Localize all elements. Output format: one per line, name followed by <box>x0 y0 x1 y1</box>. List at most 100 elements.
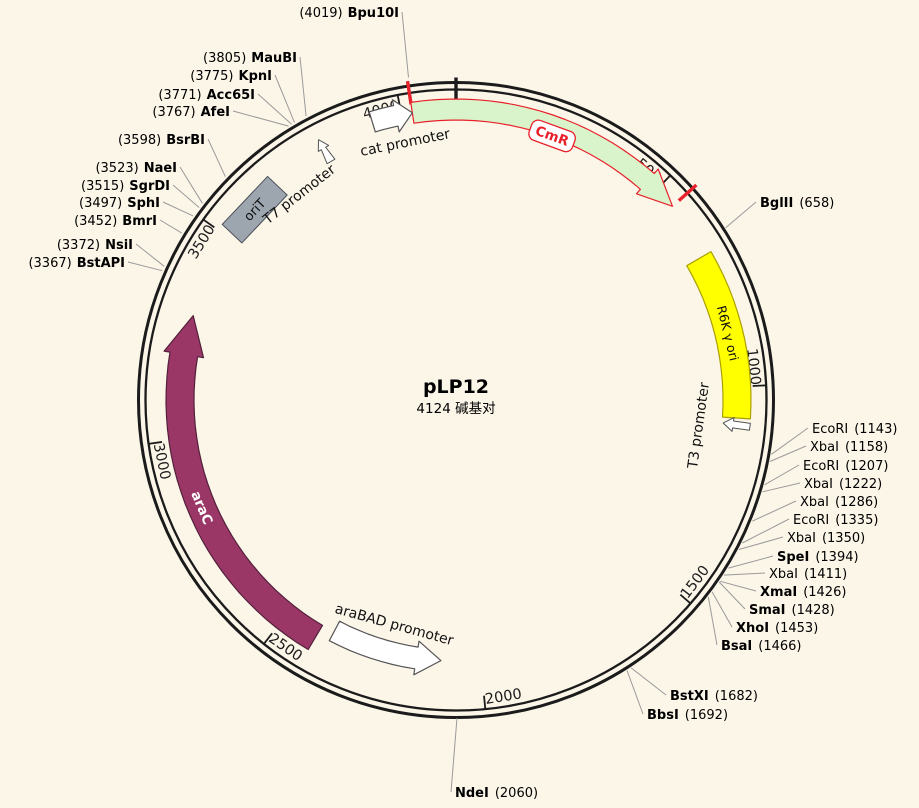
enzyme-label-part: XhoI <box>736 621 769 636</box>
scale-tick-label: 3000 <box>150 442 173 481</box>
enzyme-label-part: XbaI <box>769 567 798 582</box>
enzyme-label-part: (1286) <box>835 495 878 510</box>
enzyme-label-XbaI-1158: XbaI (1158) <box>810 440 888 455</box>
enzyme-label-part: NsiI <box>105 238 133 253</box>
plasmid-title: pLP12 <box>423 376 489 398</box>
enzyme-label-part: EcoRI <box>812 422 848 437</box>
leader-line-SphI-3497 <box>162 201 194 217</box>
enzyme-label-part: (1453) <box>775 621 818 636</box>
enzyme-label-XmaI-1426: XmaI (1426) <box>760 585 846 600</box>
feature-rect-oriT <box>221 175 288 244</box>
enzyme-label-part: EcoRI <box>803 459 839 474</box>
enzyme-label-part: (1466) <box>758 639 801 654</box>
enzyme-label-SphI-3497: (3497) SphI <box>79 196 160 211</box>
enzyme-label-part: (1207) <box>845 459 888 474</box>
enzyme-label-SpeI-1394: SpeI (1394) <box>777 550 859 565</box>
leader-line-BsaI-1466 <box>707 596 718 646</box>
enzyme-label-part: MauBI <box>251 51 297 66</box>
feature-araC <box>163 315 324 651</box>
leader-line-XbaI-1350 <box>738 536 784 550</box>
feature-boundary-tick <box>405 80 413 105</box>
enzyme-label-part: SpeI <box>777 550 809 565</box>
enzyme-label-BstAPI-3367: (3367) BstAPI <box>28 256 125 271</box>
leader-line-BglII-658 <box>725 201 757 229</box>
enzyme-label-part: (3523) <box>95 161 138 176</box>
enzyme-label-MauBI-3805: (3805) MauBI <box>203 51 297 66</box>
feature-araBAD-promoter-arrow <box>328 620 442 676</box>
enzyme-label-part: (1692) <box>685 708 728 723</box>
enzyme-label-part: (3771) <box>158 88 201 103</box>
enzyme-label-part: XbaI <box>810 440 839 455</box>
enzyme-label-part: NaeI <box>144 161 177 176</box>
enzyme-label-part: (3515) <box>81 179 124 194</box>
enzyme-label-part: (3452) <box>74 214 117 229</box>
enzyme-label-part: (3767) <box>152 105 195 120</box>
enzyme-label-Bpu10I-4019: (4019) Bpu10I <box>299 6 399 21</box>
scale-tick-mark <box>263 632 273 645</box>
enzyme-label-part: (658) <box>799 196 834 211</box>
enzyme-label-part: (3805) <box>203 51 246 66</box>
enzyme-label-BstXI-1682: BstXI (1682) <box>670 689 758 704</box>
leader-line-Bpu10I-4019 <box>401 11 409 78</box>
enzyme-label-Acc65I-3771: (3771) Acc65I <box>158 88 255 103</box>
feature-R6K-gamma-ori <box>686 251 752 420</box>
leader-line-BstXI-1682 <box>630 667 667 696</box>
scale-tick-mark <box>148 441 163 445</box>
scale-tick-label: 2000 <box>484 686 523 708</box>
enzyme-label-EcoRI-1335: EcoRI (1335) <box>793 513 878 528</box>
leader-line-SmaI-1428 <box>718 581 746 610</box>
enzyme-label-part: (1411) <box>804 567 847 582</box>
leader-line-NdeI-2060 <box>450 717 458 793</box>
leader-line-AfeI-3767 <box>232 110 289 127</box>
leader-line-XbaI-1158 <box>769 445 807 462</box>
leader-line-Acc65I-3771 <box>257 93 292 125</box>
enzyme-label-part: (1335) <box>835 513 878 528</box>
plasmid-subtitle: 4124 碱基对 <box>416 400 495 417</box>
leader-line-XhoI-1453 <box>711 591 733 628</box>
leader-line-SpeI-1394 <box>728 555 774 569</box>
enzyme-label-part: (3775) <box>190 69 233 84</box>
enzyme-label-part: SphI <box>127 196 160 211</box>
enzyme-label-SgrDI-3515: (3515) SgrDI <box>81 179 170 194</box>
enzyme-label-part: SgrDI <box>129 179 170 194</box>
enzyme-label-XbaI-1286: XbaI (1286) <box>800 495 878 510</box>
enzyme-label-NaeI-3523: (3523) NaeI <box>95 161 177 176</box>
enzyme-label-part: SmaI <box>749 603 786 618</box>
enzyme-label-part: BstAPI <box>77 256 125 271</box>
enzyme-label-part: BglII <box>760 196 793 211</box>
T7-promoter-arrow-shape <box>317 139 336 165</box>
enzyme-label-part: EcoRI <box>793 513 829 528</box>
leader-line-EcoRI-1335 <box>742 518 790 544</box>
enzyme-label-part: (3367) <box>28 256 71 271</box>
enzyme-label-part: (1394) <box>815 550 858 565</box>
leader-line-KpnI-3775 <box>274 74 295 123</box>
leader-line-SgrDI-3515 <box>172 184 200 208</box>
leader-line-XbaI-1411 <box>723 572 766 576</box>
enzyme-label-SmaI-1428: SmaI (1428) <box>749 603 835 618</box>
enzyme-label-part: (1143) <box>854 422 897 437</box>
enzyme-label-part: (3497) <box>79 196 122 211</box>
leader-line-XbaI-1222 <box>762 482 801 493</box>
scale-tick-mark <box>679 593 692 605</box>
enzyme-label-XbaI-1411: XbaI (1411) <box>769 567 847 582</box>
enzyme-label-part: BsaI <box>721 639 752 654</box>
leader-line-EcoRI-1143 <box>771 427 809 455</box>
feature-cat-promoter-arrow <box>368 99 413 133</box>
enzyme-label-EcoRI-1143: EcoRI (1143) <box>812 422 897 437</box>
scale-tick-mark <box>483 695 487 710</box>
scale-tick-mark <box>752 384 767 387</box>
leader-line-BsrBI-3598 <box>207 138 226 177</box>
leader-line-BstAPI-3367 <box>127 261 163 272</box>
enzyme-label-part: (1158) <box>845 440 888 455</box>
enzyme-label-part: (1222) <box>839 477 882 492</box>
enzyme-label-part: (3598) <box>118 133 161 148</box>
leader-line-NaeI-3523 <box>179 166 203 204</box>
enzyme-label-XbaI-1350: XbaI (1350) <box>787 531 865 546</box>
enzyme-label-NdeI-2060: NdeI (2060) <box>455 786 538 801</box>
leader-line-EcoRI-1207 <box>764 464 800 486</box>
enzyme-label-part: Bpu10I <box>348 6 399 21</box>
enzyme-label-part: (1350) <box>822 531 865 546</box>
